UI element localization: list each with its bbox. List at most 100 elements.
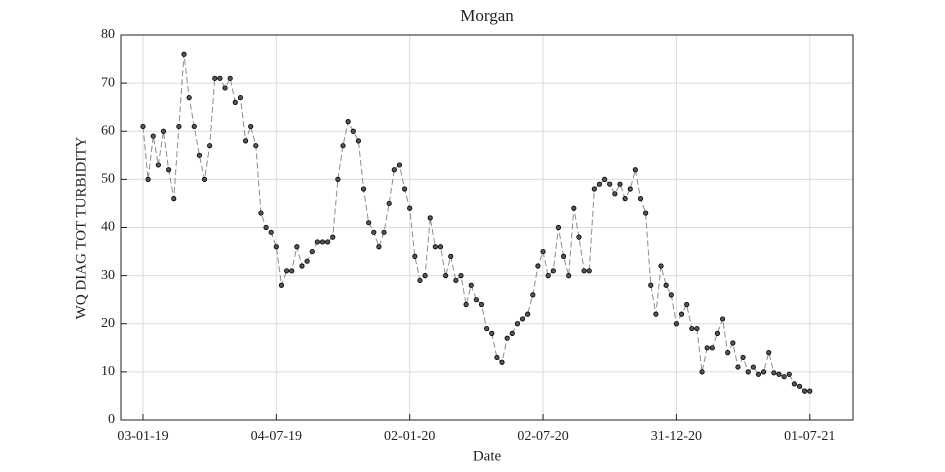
data-point xyxy=(658,263,664,269)
data-point xyxy=(684,301,690,308)
data-point xyxy=(263,224,269,231)
data-point xyxy=(201,176,208,182)
data-point xyxy=(489,330,495,336)
data-point xyxy=(160,128,167,134)
data-point xyxy=(191,123,197,130)
data-point xyxy=(391,167,397,173)
data-point xyxy=(596,181,603,187)
data-point xyxy=(571,205,577,211)
data-point xyxy=(432,244,438,250)
data-point xyxy=(525,311,531,317)
data-point xyxy=(401,186,408,192)
data-point xyxy=(242,138,249,144)
data-point xyxy=(807,388,813,394)
data-point xyxy=(519,316,526,322)
y-tick-label: 70 xyxy=(101,75,115,90)
data-point xyxy=(463,301,469,308)
data-point xyxy=(607,181,613,187)
data-point xyxy=(504,335,510,341)
data-point xyxy=(781,374,787,380)
data-point xyxy=(761,369,767,375)
data-point xyxy=(340,143,346,149)
y-tick-label: 40 xyxy=(101,220,115,235)
x-tick-label: 04-07-19 xyxy=(251,429,302,444)
data-point xyxy=(622,196,628,202)
data-point xyxy=(771,370,777,376)
data-point xyxy=(484,325,490,332)
data-point xyxy=(278,282,285,288)
data-point xyxy=(171,196,177,202)
data-point xyxy=(253,143,259,149)
data-point xyxy=(591,186,597,192)
data-point xyxy=(283,268,290,274)
data-point xyxy=(468,282,474,288)
data-point xyxy=(735,364,741,370)
data-point xyxy=(663,282,669,288)
data-point xyxy=(699,369,705,375)
data-point xyxy=(176,123,182,130)
data-point xyxy=(335,176,341,182)
data-point xyxy=(217,75,223,81)
data-point xyxy=(314,239,320,245)
plot-frame xyxy=(120,34,854,421)
data-point xyxy=(545,273,551,279)
data-point xyxy=(222,85,228,91)
data-point xyxy=(360,186,367,192)
data-point xyxy=(309,248,315,255)
x-tick-label: 31-12-20 xyxy=(651,429,702,444)
data-point xyxy=(186,94,192,101)
y-tick-label: 10 xyxy=(101,364,115,379)
data-point xyxy=(740,354,746,361)
chart-title: Morgan xyxy=(460,6,514,25)
data-point xyxy=(448,253,454,259)
data-point xyxy=(494,354,500,361)
data-point xyxy=(560,253,567,259)
data-point xyxy=(714,330,721,336)
data-point xyxy=(417,277,423,284)
x-tick-label: 02-01-20 xyxy=(384,429,435,444)
data-point xyxy=(478,301,485,308)
data-point xyxy=(319,239,326,245)
data-point xyxy=(145,176,151,182)
data-point xyxy=(330,234,336,240)
y-tick-label: 0 xyxy=(108,412,115,427)
data-point xyxy=(766,350,772,356)
data-point xyxy=(299,263,305,269)
data-point xyxy=(294,244,300,250)
x-tick-label: 01-07-21 xyxy=(784,429,835,444)
data-point xyxy=(258,210,264,216)
data-point xyxy=(576,234,582,240)
data-point xyxy=(602,176,608,182)
data-point xyxy=(678,311,685,317)
data-point xyxy=(237,94,244,101)
data-point xyxy=(796,383,803,389)
data-point xyxy=(689,325,695,332)
data-point xyxy=(550,268,556,274)
data-point xyxy=(376,244,382,250)
data-point xyxy=(540,248,546,255)
data-point xyxy=(791,381,797,387)
x-tick-label: 03-01-19 xyxy=(117,429,168,444)
data-point xyxy=(207,143,213,149)
data-point xyxy=(345,119,351,125)
data-point xyxy=(535,263,541,269)
data-point xyxy=(786,371,792,377)
data-point xyxy=(268,229,274,235)
data-point xyxy=(725,350,731,356)
y-tick-label: 80 xyxy=(101,27,115,42)
data-point xyxy=(617,181,623,187)
data-point xyxy=(632,167,638,173)
data-point xyxy=(709,345,715,351)
data-point xyxy=(509,330,515,336)
data-point xyxy=(355,138,362,144)
y-tick-label: 30 xyxy=(101,268,115,283)
data-point xyxy=(412,253,418,259)
data-point xyxy=(453,277,459,284)
data-point xyxy=(443,273,449,279)
data-point xyxy=(673,321,680,327)
data-point xyxy=(304,258,310,264)
data-point xyxy=(196,152,203,158)
data-point xyxy=(473,297,479,303)
